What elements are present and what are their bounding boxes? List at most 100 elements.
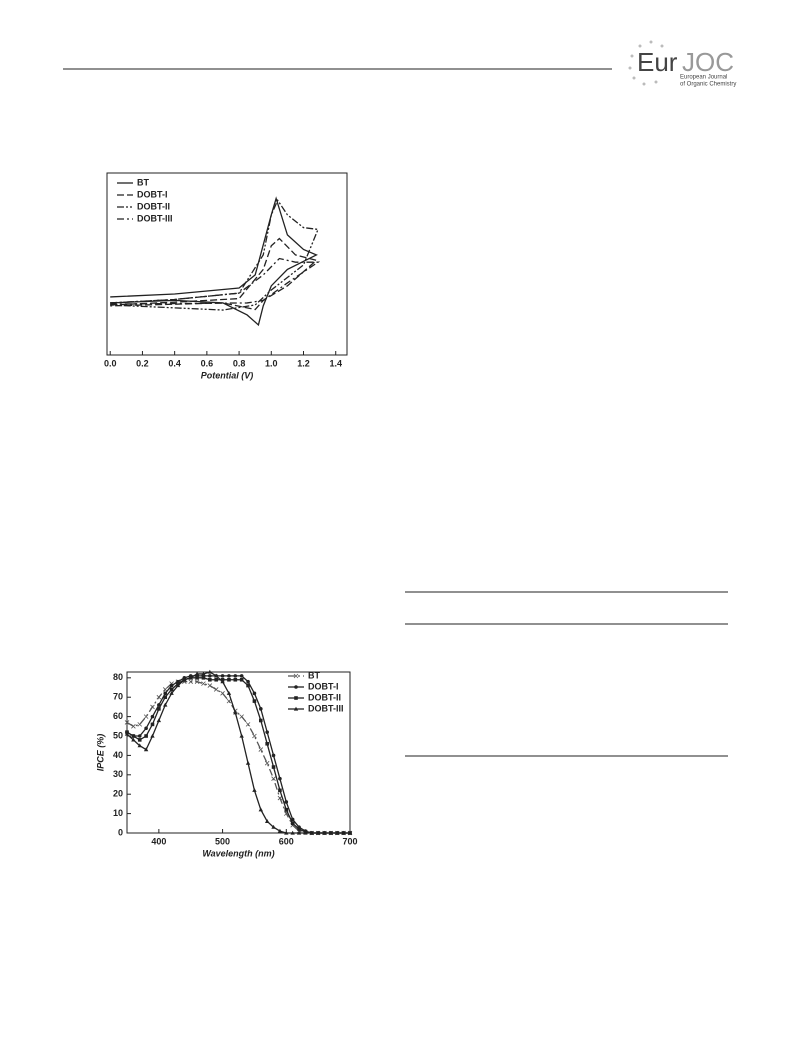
marker — [194, 671, 200, 676]
logo-sub: European Journal — [680, 75, 727, 81]
marker — [233, 674, 238, 678]
chart: 400 500 600 700 0 10 20 30 40 50 60 70 80 Wavelength … — [95, 669, 358, 858]
marker — [226, 698, 232, 704]
marker — [297, 827, 301, 831]
marker — [137, 738, 142, 742]
marker — [143, 714, 149, 719]
legend-marker — [294, 685, 298, 689]
legend-label: BT — [308, 670, 320, 680]
series-line — [110, 237, 318, 311]
series-line — [110, 198, 319, 311]
marker — [214, 677, 218, 682]
marker — [335, 830, 340, 835]
marker — [246, 679, 250, 684]
legend-label: BT — [137, 177, 149, 187]
marker — [169, 691, 174, 695]
y-axis-label: IPCE (%) — [95, 734, 105, 772]
marker — [290, 830, 295, 835]
plot-frame — [106, 172, 348, 356]
marker — [144, 734, 148, 738]
marker — [124, 720, 130, 725]
marker — [226, 691, 232, 695]
marker — [201, 676, 206, 680]
y-tick-label: 40 — [113, 750, 123, 760]
logo-stars — [628, 40, 664, 86]
legend-label: DOBT-II — [137, 201, 170, 211]
y-tick-label: 50 — [113, 730, 123, 740]
marker — [347, 830, 353, 835]
marker — [296, 830, 302, 835]
y-tick-label: 20 — [113, 789, 123, 799]
logo-sub: of Organic Chemistry — [680, 82, 736, 88]
y-tick-label: 10 — [113, 808, 123, 818]
marker — [271, 765, 276, 769]
marker — [278, 776, 282, 781]
marker — [278, 788, 282, 793]
marker — [284, 807, 289, 812]
marker — [259, 707, 263, 711]
legend-label: DOBT-I — [137, 189, 168, 199]
marker — [258, 747, 264, 752]
legend-label: DOBT-I — [308, 681, 339, 691]
marker — [264, 819, 270, 823]
marker — [131, 724, 136, 729]
marker — [264, 760, 270, 766]
marker — [239, 714, 244, 719]
x-tick-label: 1.0 — [265, 358, 278, 368]
marker — [328, 830, 334, 835]
marker — [163, 702, 168, 707]
marker — [245, 760, 251, 765]
marker — [144, 726, 148, 731]
legend-marker — [293, 673, 299, 679]
marker — [252, 788, 257, 792]
logo-main: Eur — [637, 47, 678, 77]
y-tick-label: 30 — [113, 769, 123, 779]
marker — [137, 743, 142, 748]
marker — [252, 699, 257, 703]
marker — [143, 747, 149, 752]
marker — [220, 679, 225, 684]
marker — [208, 677, 212, 682]
marker — [201, 671, 206, 676]
marker — [150, 714, 155, 719]
marker — [207, 683, 213, 688]
x-tick-label: 1.4 — [329, 358, 342, 368]
marker — [239, 733, 244, 738]
x-tick-label: 700 — [342, 836, 357, 846]
marker — [220, 674, 225, 678]
x-axis-label: Wavelength (nm) — [202, 848, 274, 858]
y-tick-label: 70 — [113, 692, 123, 702]
x-axis-label: Potential (V) — [201, 370, 254, 380]
marker — [303, 830, 308, 835]
marker — [188, 675, 193, 680]
marker — [258, 807, 263, 812]
marker — [271, 753, 276, 758]
marker — [233, 677, 238, 682]
x-tick-label: 400 — [151, 836, 166, 846]
logo: Eur JOC European Journal of Organic Chem… — [628, 40, 736, 88]
y-tick-label: 80 — [113, 672, 123, 682]
marker — [259, 718, 263, 723]
marker — [150, 733, 155, 738]
marker — [150, 722, 155, 727]
legend-label: DOBT-III — [137, 213, 173, 223]
marker — [284, 830, 289, 835]
x-tick-label: 0.2 — [136, 358, 149, 368]
legend-label: DOBT-III — [308, 703, 344, 713]
x-tick-label: 500 — [215, 836, 230, 846]
y-tick-label: 0 — [118, 827, 123, 837]
marker — [156, 694, 162, 700]
marker — [156, 718, 162, 723]
series-line — [110, 196, 318, 327]
marker — [252, 691, 257, 696]
marker — [163, 691, 168, 696]
marker — [239, 674, 244, 678]
marker — [131, 734, 136, 738]
marker — [252, 733, 257, 739]
marker — [284, 800, 289, 804]
marker — [277, 828, 283, 833]
plot-frame — [126, 671, 351, 834]
marker — [150, 704, 155, 710]
